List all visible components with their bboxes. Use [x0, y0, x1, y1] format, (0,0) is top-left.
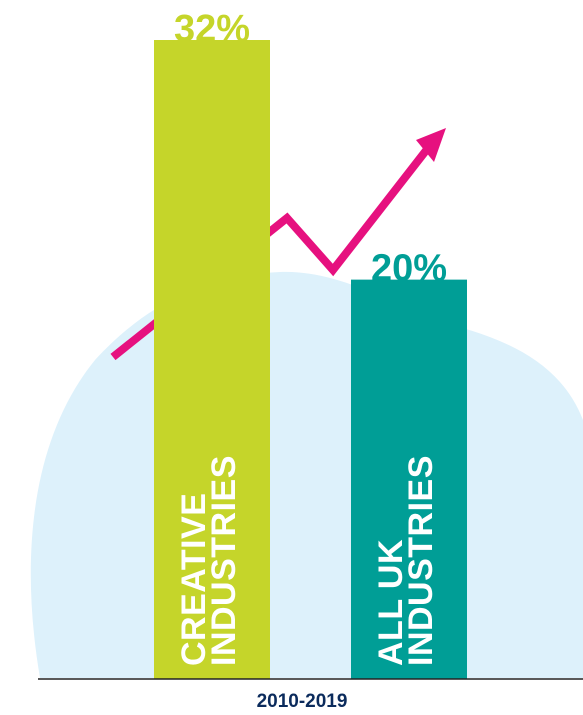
category-label-line: INDUSTRIES	[402, 455, 440, 666]
bar-all-uk-industries	[351, 279, 467, 679]
bars-layer	[154, 40, 467, 679]
value-label-creative-industries: 32%	[174, 8, 250, 50]
category-label-line: CREATIVE	[175, 493, 213, 666]
trend-arrow-head	[416, 128, 446, 162]
category-label-line: INDUSTRIES	[205, 455, 243, 666]
background-blob-shape	[30, 271, 583, 678]
category-label-line: ALL UK	[372, 539, 410, 666]
bar-creative-industries	[154, 40, 270, 679]
value-label-all-uk-industries: 20%	[371, 248, 447, 290]
value-labels-layer: 32% 20%	[174, 8, 447, 290]
x-axis-label: 2010-2019	[257, 691, 348, 712]
